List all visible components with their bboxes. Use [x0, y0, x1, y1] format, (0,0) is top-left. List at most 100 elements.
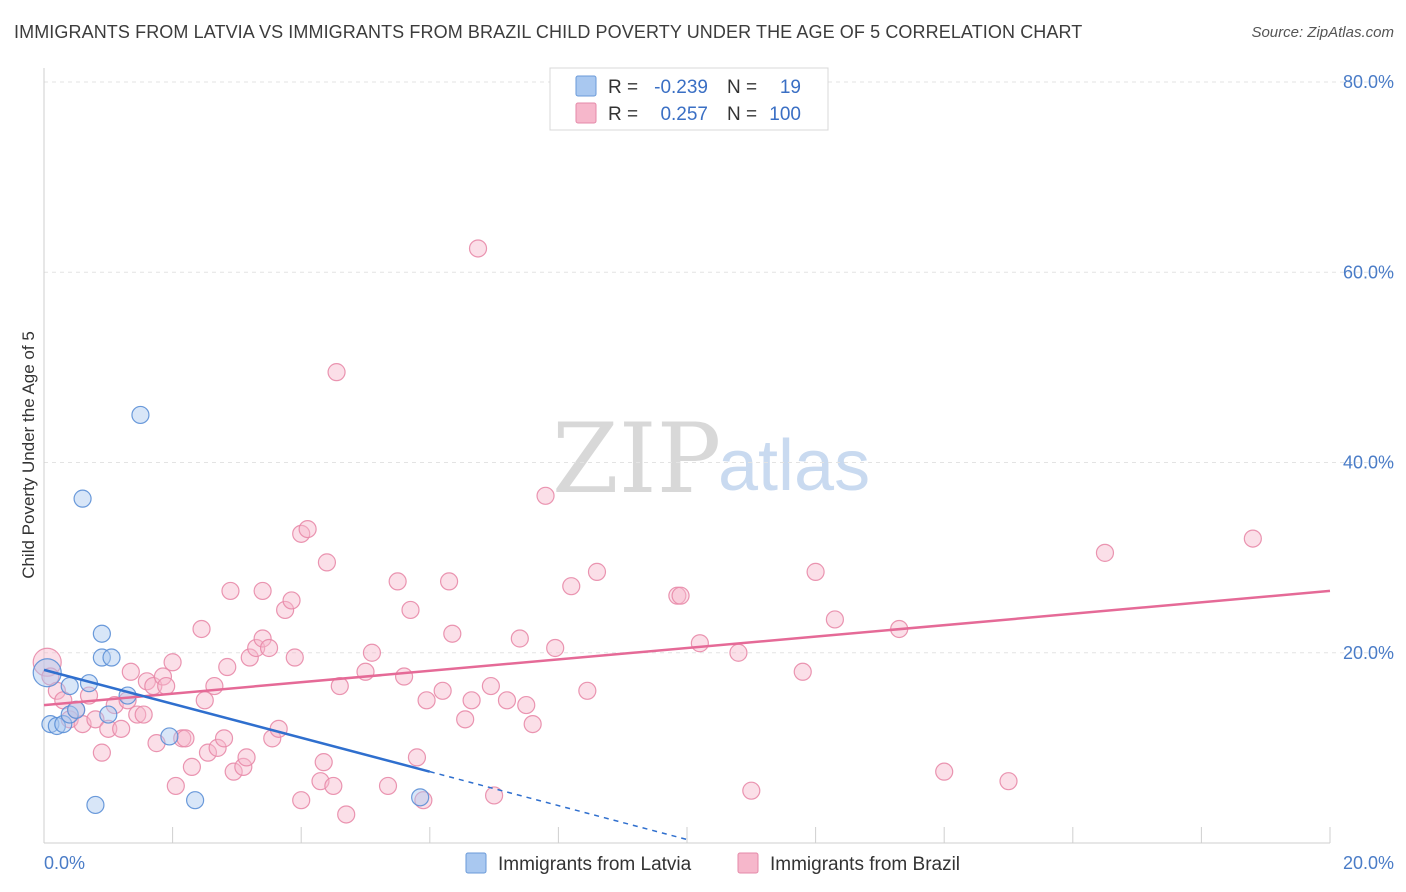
data-point-brazil: [192, 619, 211, 639]
data-point-brazil: [578, 681, 597, 700]
x-tick-label-min: 0.0%: [44, 853, 85, 873]
data-points: [32, 239, 1262, 824]
data-point-brazil: [247, 638, 266, 658]
data-point-brazil: [234, 757, 253, 777]
data-point-brazil: [1243, 529, 1262, 548]
data-point-brazil: [742, 781, 761, 800]
data-point-brazil: [240, 648, 259, 667]
data-point-brazil: [298, 519, 317, 539]
chart-title: IMMIGRANTS FROM LATVIA VS IMMIGRANTS FRO…: [14, 22, 1083, 42]
series-legend: Immigrants from Latvia Immigrants from B…: [465, 852, 960, 875]
data-point-brazil: [536, 486, 555, 505]
watermark: ZIP atlas: [552, 403, 870, 515]
legend-swatch-brazil: [575, 102, 597, 124]
y-tick-labels: 20.0% 40.0% 60.0% 80.0%: [1343, 72, 1394, 663]
source-label: Source: ZipAtlas.com: [1251, 24, 1394, 41]
data-point-latvia: [160, 727, 179, 746]
data-point-brazil: [388, 572, 407, 591]
data-point-brazil: [253, 581, 272, 601]
data-point-brazil: [176, 729, 195, 748]
data-point-brazil: [671, 586, 690, 605]
data-point-brazil: [166, 776, 185, 796]
data-point-brazil: [414, 791, 433, 810]
data-point-latvia: [92, 624, 111, 643]
data-point-latvia: [102, 648, 121, 667]
watermark-atlas: atlas: [718, 426, 870, 506]
trendline-latvia-extension: [429, 770, 688, 841]
legend-n-value-brazil: 100: [769, 104, 801, 125]
data-point-brazil: [394, 667, 414, 686]
data-point-brazil: [417, 691, 436, 710]
data-point-brazil: [292, 791, 311, 810]
data-point-brazil: [517, 695, 536, 715]
data-point-brazil: [330, 676, 349, 696]
data-point-brazil: [546, 638, 565, 658]
data-point-brazil: [128, 705, 147, 724]
data-point-latvia: [54, 714, 73, 734]
trendline-latvia: [43, 668, 431, 773]
data-point-brazil: [218, 657, 237, 677]
data-point-brazil: [935, 762, 954, 781]
series-legend-label-latvia: Immigrants from Latvia: [498, 854, 692, 875]
data-point-brazil: [237, 748, 256, 767]
data-point-latvia: [186, 791, 205, 810]
data-point-brazil: [99, 719, 118, 738]
axes: [43, 68, 1331, 844]
legend-n-label-brazil: N =: [727, 104, 757, 125]
data-point-latvia: [411, 788, 430, 807]
series-brazil: [32, 239, 1262, 824]
data-point-brazil: [378, 776, 398, 796]
data-point-brazil: [999, 772, 1018, 791]
gridlines: [44, 81, 1394, 654]
data-point-brazil: [793, 662, 812, 681]
data-point-brazil: [497, 691, 517, 710]
data-point-brazil: [456, 710, 475, 729]
data-point-brazil: [153, 667, 173, 686]
legend-swatch-latvia: [575, 75, 597, 97]
data-point-latvia: [41, 714, 60, 734]
data-point-brazil: [443, 624, 462, 643]
data-point-brazil: [253, 629, 272, 648]
data-point-brazil: [314, 753, 333, 772]
stats-legend: R = -0.239 N = 19 R = 0.257 N = 100: [549, 67, 829, 131]
data-point-brazil: [282, 591, 301, 610]
trendline-brazil: [43, 589, 1331, 707]
y-tick-label: 40.0%: [1343, 453, 1394, 473]
data-point-brazil: [523, 714, 542, 734]
data-point-brazil: [269, 719, 288, 738]
data-point-brazil: [401, 600, 420, 620]
data-point-brazil: [433, 681, 452, 700]
data-point-brazil: [259, 638, 279, 658]
legend-n-label-latvia: N =: [727, 77, 757, 98]
legend-r-label-brazil: R =: [608, 104, 638, 125]
data-point-brazil: [439, 572, 459, 591]
data-point-brazil: [195, 691, 214, 710]
series-legend-label-brazil: Immigrants from Brazil: [770, 854, 960, 875]
trend-lines: [43, 589, 1331, 841]
legend-n-value-latvia: 19: [780, 77, 801, 98]
data-point-brazil: [112, 719, 131, 738]
data-point-brazil: [214, 729, 234, 748]
data-point-brazil: [92, 743, 111, 762]
data-point-latvia: [86, 795, 105, 815]
data-point-brazil: [182, 757, 201, 777]
data-point-latvia: [131, 405, 150, 425]
data-point-brazil: [337, 805, 356, 824]
y-tick-label: 20.0%: [1343, 643, 1394, 663]
data-point-latvia: [92, 648, 111, 667]
data-point-brazil: [134, 705, 153, 724]
legend-r-label-latvia: R =: [608, 77, 638, 98]
data-point-brazil: [481, 676, 500, 696]
data-point-brazil: [224, 762, 243, 781]
data-point-brazil: [276, 600, 295, 620]
data-point-latvia: [47, 716, 66, 736]
data-point-brazil: [324, 776, 343, 796]
series-latvia: [32, 405, 430, 815]
data-point-latvia: [60, 676, 79, 696]
data-point-brazil: [510, 629, 529, 648]
data-point-latvia: [73, 489, 92, 508]
data-point-brazil: [208, 738, 227, 757]
data-point-brazil: [1095, 543, 1115, 562]
data-point-brazil: [587, 562, 607, 581]
